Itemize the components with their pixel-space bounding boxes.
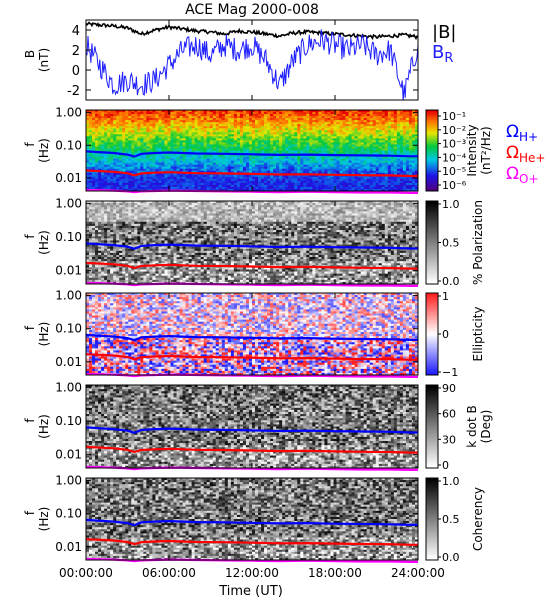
y-axis-unit: (nT) xyxy=(37,48,51,72)
y-tick-label: 0.10 xyxy=(55,138,82,152)
y-tick-label: 0 xyxy=(72,64,80,79)
panel-field: 4 2 0 -2 B (nT) |B|BR xyxy=(23,20,456,101)
series-line xyxy=(86,30,418,102)
legend-h-plus: ΩH+ xyxy=(506,122,538,144)
colorbar-tick-label: 10⁻⁴ xyxy=(442,151,467,164)
y-tick-label: 2 xyxy=(72,44,80,59)
legend-o-plus: ΩO+ xyxy=(506,164,539,186)
y-tick-label: 1.00 xyxy=(55,106,82,120)
colorbar-tick-label: 10⁻² xyxy=(442,124,466,137)
field-series xyxy=(86,23,418,102)
legend-b-r: BR xyxy=(432,42,453,66)
y-tick-label: -2 xyxy=(67,84,80,99)
colorbar-tick-label: 10⁻¹ xyxy=(442,110,466,123)
panels: 4 2 0 -2 B (nT) |B|BR 1.00 0.10 0.01 f (Hz) 10⁻¹10⁻²… xyxy=(23,20,545,564)
y-tick-label: 4 xyxy=(72,24,80,39)
panel-polarization: 1.000.100.01f (Hz)1.00.50.0% Polarization xyxy=(23,197,485,288)
colorbar-unit: (nT²/Hz) xyxy=(479,126,493,174)
colorbar-tick-label: 10⁻⁶ xyxy=(442,179,467,192)
legend-he-plus: ΩHe+ xyxy=(506,143,545,165)
heatmap-cells xyxy=(86,110,418,191)
legend-b-total: |B| xyxy=(432,22,456,43)
heatmap-cells xyxy=(86,201,418,284)
y-tick-label: 0.01 xyxy=(55,171,82,185)
colorbar-tick-label: 10⁻⁵ xyxy=(442,165,466,178)
y-axis-label: f xyxy=(23,142,37,147)
colorbar: 10⁻¹10⁻²10⁻³10⁻⁴10⁻⁵10⁻⁶ Intensity (nT²/Hz… xyxy=(426,110,493,192)
figure-title: ACE Mag 2000-008 xyxy=(185,2,319,18)
y-axis-unit: (Hz) xyxy=(37,138,51,163)
colorbar-tick-label: 10⁻³ xyxy=(442,138,466,151)
colorbar-label: Intensity xyxy=(465,124,479,176)
y-axis-label: B xyxy=(23,50,37,58)
panel-intensity: 1.00 0.10 0.01 f (Hz) 10⁻¹10⁻²10⁻³10⁻⁴10⁻⁵10⁻… xyxy=(23,106,545,193)
